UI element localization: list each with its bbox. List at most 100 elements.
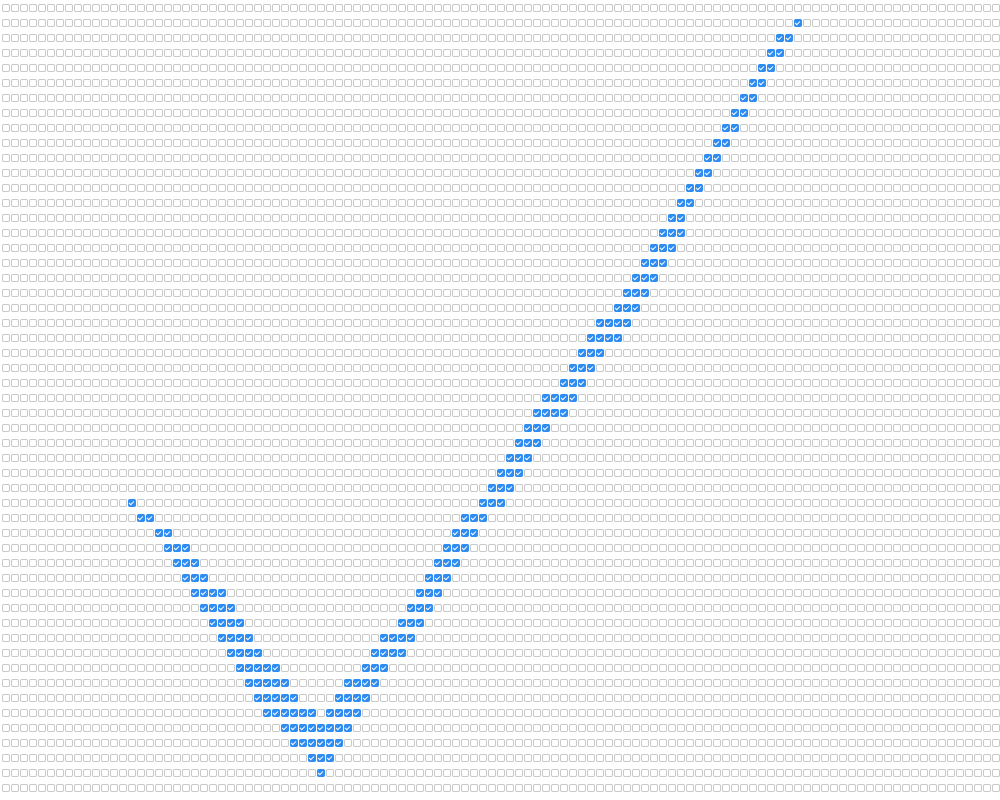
checkbox[interactable]	[812, 244, 820, 252]
checkbox[interactable]	[371, 379, 379, 387]
checkbox[interactable]	[803, 514, 811, 522]
checkbox[interactable]	[695, 304, 703, 312]
checkbox[interactable]	[956, 184, 964, 192]
checkbox[interactable]	[488, 199, 496, 207]
checkbox[interactable]	[317, 34, 325, 42]
checkbox[interactable]	[848, 454, 856, 462]
checkbox[interactable]	[632, 589, 640, 597]
checkbox[interactable]	[812, 124, 820, 132]
checkbox[interactable]	[416, 364, 424, 372]
checkbox[interactable]	[677, 514, 685, 522]
checkbox[interactable]	[425, 619, 433, 627]
checkbox[interactable]	[983, 604, 991, 612]
checkbox[interactable]	[848, 19, 856, 27]
checkbox[interactable]	[335, 154, 343, 162]
checkbox[interactable]	[776, 79, 784, 87]
checkbox[interactable]	[578, 439, 586, 447]
checkbox[interactable]	[911, 634, 919, 642]
checkbox[interactable]	[56, 664, 64, 672]
checkbox[interactable]	[929, 79, 937, 87]
checkbox[interactable]	[425, 4, 433, 12]
checkbox[interactable]	[794, 169, 802, 177]
checkbox[interactable]	[812, 214, 820, 222]
checkbox[interactable]	[155, 664, 163, 672]
checkbox[interactable]	[119, 4, 127, 12]
checkbox[interactable]	[218, 169, 226, 177]
checkbox[interactable]	[713, 619, 721, 627]
checkbox[interactable]	[515, 244, 523, 252]
checkbox[interactable]	[326, 634, 334, 642]
checkbox[interactable]	[893, 559, 901, 567]
checkbox[interactable]	[677, 484, 685, 492]
checkbox[interactable]	[506, 514, 514, 522]
checkbox[interactable]	[209, 469, 217, 477]
checkbox[interactable]	[497, 169, 505, 177]
checkbox[interactable]	[983, 529, 991, 537]
checkbox[interactable]	[326, 364, 334, 372]
checkbox[interactable]	[137, 664, 145, 672]
checkbox[interactable]	[416, 4, 424, 12]
checkbox[interactable]	[569, 4, 577, 12]
checkbox[interactable]	[731, 469, 739, 477]
checkbox[interactable]	[542, 274, 550, 282]
checkbox[interactable]	[29, 574, 37, 582]
checkbox[interactable]	[659, 109, 667, 117]
checkbox[interactable]	[875, 454, 883, 462]
checkbox[interactable]	[713, 364, 721, 372]
checkbox-checked[interactable]	[650, 274, 658, 282]
checkbox[interactable]	[695, 109, 703, 117]
checkbox[interactable]	[659, 124, 667, 132]
checkbox[interactable]	[605, 469, 613, 477]
checkbox[interactable]	[245, 4, 253, 12]
checkbox[interactable]	[929, 94, 937, 102]
checkbox[interactable]	[83, 664, 91, 672]
checkbox[interactable]	[173, 4, 181, 12]
checkbox[interactable]	[218, 79, 226, 87]
checkbox[interactable]	[191, 394, 199, 402]
checkbox[interactable]	[848, 49, 856, 57]
checkbox[interactable]	[830, 244, 838, 252]
checkbox[interactable]	[362, 319, 370, 327]
checkbox[interactable]	[371, 49, 379, 57]
checkbox[interactable]	[380, 394, 388, 402]
checkbox[interactable]	[578, 319, 586, 327]
checkbox[interactable]	[839, 619, 847, 627]
checkbox-checked[interactable]	[245, 664, 253, 672]
checkbox[interactable]	[425, 304, 433, 312]
checkbox[interactable]	[443, 304, 451, 312]
checkbox[interactable]	[452, 424, 460, 432]
checkbox[interactable]	[479, 19, 487, 27]
checkbox[interactable]	[803, 49, 811, 57]
checkbox[interactable]	[209, 154, 217, 162]
checkbox[interactable]	[848, 544, 856, 552]
checkbox[interactable]	[38, 454, 46, 462]
checkbox[interactable]	[677, 604, 685, 612]
checkbox[interactable]	[218, 574, 226, 582]
checkbox[interactable]	[209, 274, 217, 282]
checkbox[interactable]	[542, 109, 550, 117]
checkbox-checked[interactable]	[713, 139, 721, 147]
checkbox[interactable]	[110, 364, 118, 372]
checkbox[interactable]	[110, 34, 118, 42]
checkbox[interactable]	[785, 484, 793, 492]
checkbox[interactable]	[578, 304, 586, 312]
checkbox[interactable]	[74, 244, 82, 252]
checkbox[interactable]	[875, 619, 883, 627]
checkbox[interactable]	[425, 124, 433, 132]
checkbox[interactable]	[56, 34, 64, 42]
checkbox[interactable]	[857, 409, 865, 417]
checkbox[interactable]	[416, 559, 424, 567]
checkbox[interactable]	[461, 409, 469, 417]
checkbox[interactable]	[164, 364, 172, 372]
checkbox[interactable]	[20, 334, 28, 342]
checkbox[interactable]	[767, 229, 775, 237]
checkbox-checked[interactable]	[227, 649, 235, 657]
checkbox[interactable]	[830, 184, 838, 192]
checkbox[interactable]	[137, 424, 145, 432]
checkbox[interactable]	[362, 79, 370, 87]
checkbox[interactable]	[803, 394, 811, 402]
checkbox[interactable]	[353, 19, 361, 27]
checkbox[interactable]	[128, 439, 136, 447]
checkbox-checked[interactable]	[569, 364, 577, 372]
checkbox[interactable]	[416, 379, 424, 387]
